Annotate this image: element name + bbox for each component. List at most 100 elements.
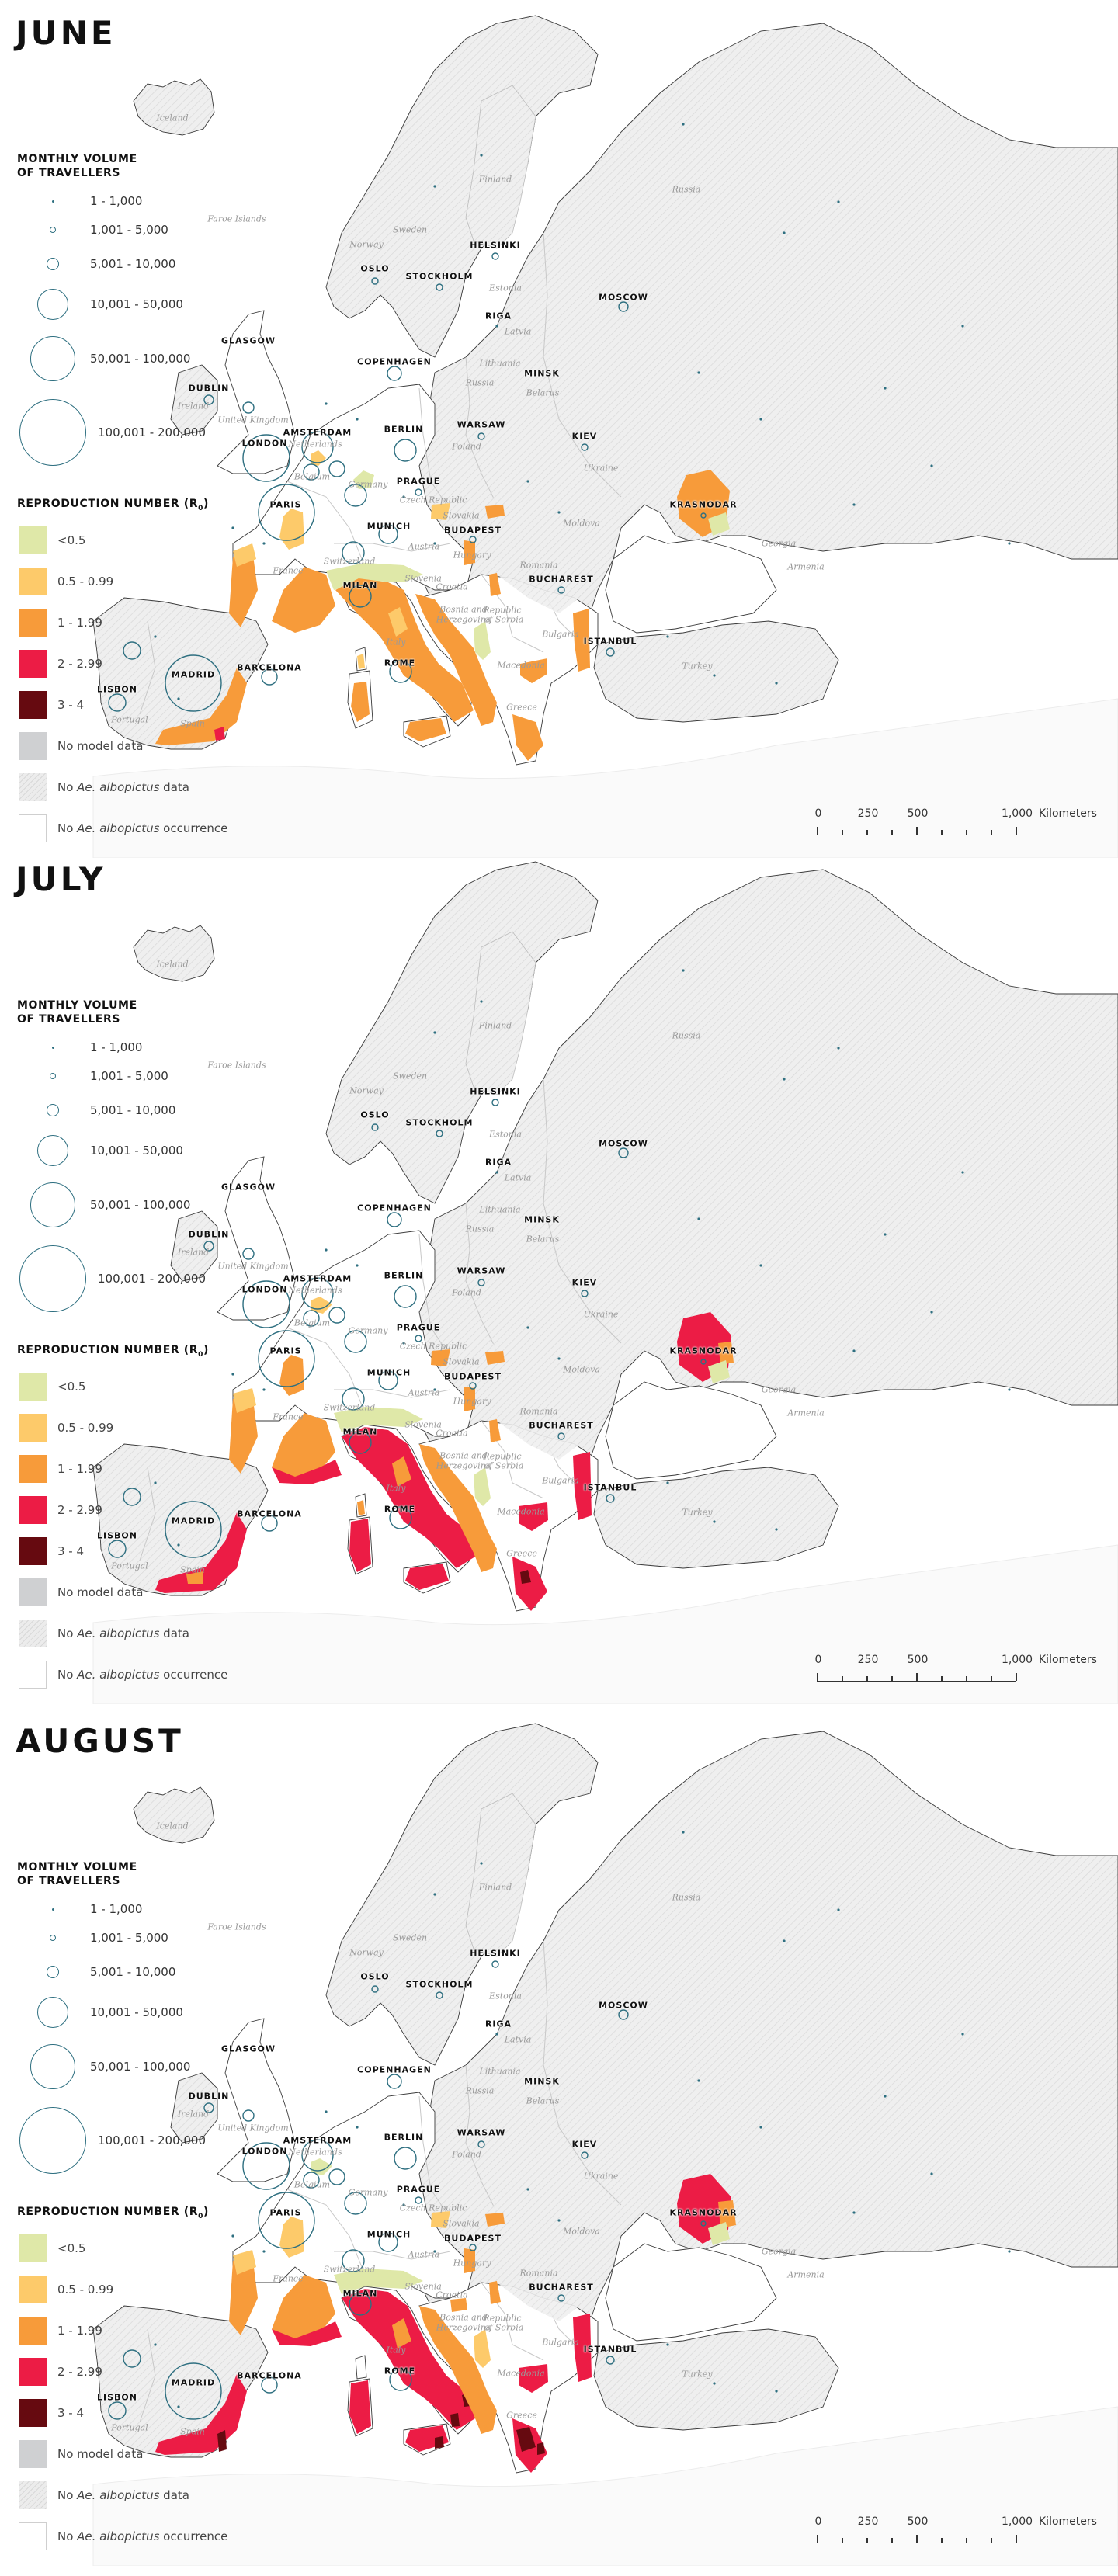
r0-area [280, 509, 304, 550]
city-label: LISBON [97, 684, 137, 695]
r0-title-text: REPRODUCTION NUMBER (R [17, 1344, 199, 1356]
r0-area [464, 540, 475, 565]
r0-area [272, 1460, 342, 1484]
traveller-volume-circle [258, 2192, 315, 2249]
traveller-volume-circle [108, 1540, 127, 1558]
traveller-volume-circle [371, 1985, 379, 1993]
city-label: OSLO [360, 1971, 390, 1982]
scale-bar-line [817, 1673, 1017, 1682]
r0-swatch [19, 2276, 47, 2303]
country-label: Bulgaria [542, 629, 579, 640]
r0-legend-label: No model data [57, 2447, 144, 2461]
city-label: MOSCOW [599, 1138, 648, 1149]
north-africa-landmass [92, 2406, 1118, 2566]
traveller-volume-circle [387, 1212, 402, 1227]
city-label: BERLIN [384, 1270, 424, 1281]
r0-legend-label: No Ae. albopictus data [57, 780, 189, 794]
r0-area [708, 2222, 730, 2245]
volume-legend-label: 50,001 - 100,000 [90, 2060, 191, 2074]
country-label: Macedonia [497, 660, 545, 671]
country-label: Netherlands [288, 439, 342, 450]
traveller-volume-circle [261, 2376, 278, 2394]
r0-area [718, 2200, 736, 2228]
country-label: Ireland [177, 1247, 210, 1258]
traveller-volume-circle [378, 1370, 398, 1390]
traveller-volume-circle [165, 1501, 222, 1558]
traveller-volume-circle [394, 1285, 417, 1308]
volume-legend-label: 5,001 - 10,000 [90, 1965, 176, 1979]
empty-swatch [19, 814, 47, 842]
r0-area [233, 1388, 256, 1413]
country-label: Switzerland [323, 1402, 376, 1413]
r0-area [392, 2318, 411, 2349]
hatched-swatch [19, 1620, 47, 1647]
r0-title-close: ) [203, 1344, 209, 1356]
country-label: Sweden [392, 224, 428, 235]
city-label: LISBON [97, 2392, 137, 2403]
country-label: Belarus [526, 2095, 560, 2106]
country-label: United Kingdom [217, 2123, 289, 2133]
volume-legend-title: MONTHLY VOLUME OF TRAVELLERS [17, 152, 137, 180]
city-label: WARSAW [457, 2127, 506, 2138]
city-label: PARIS [269, 2207, 302, 2218]
r0-title-subscript: 0 [198, 2212, 203, 2220]
traveller-volume-circle [469, 2244, 477, 2251]
country-label: Ukraine [583, 1309, 619, 1320]
r0-legend-label: 2 - 2.99 [57, 1503, 102, 1517]
city-label: DUBLIN [188, 1229, 230, 1240]
traveller-volume-circle [349, 1431, 372, 1454]
country-label: United Kingdom [217, 415, 289, 425]
r0-area [573, 1452, 592, 1520]
traveller-volume-circle [328, 2168, 345, 2185]
city-label: MADRID [171, 669, 216, 680]
volume-legend-label: 100,001 - 200,000 [98, 425, 207, 439]
r0-area [718, 1342, 734, 1365]
r0-swatch [19, 1455, 47, 1483]
country-label: Moldova [563, 2226, 600, 2237]
country-label: Slovakia [443, 510, 480, 521]
r0-area [357, 1500, 365, 1515]
country-label: Russia [465, 377, 495, 388]
country-label: Czech Republic [399, 495, 467, 505]
traveller-volume-circle [606, 2356, 615, 2365]
country-label: Russia [465, 1224, 495, 1234]
country-label: Slovenia [404, 1419, 442, 1430]
country-label: Norway [349, 1947, 384, 1958]
north-africa-landmass [92, 1544, 1118, 1704]
scale-unit-label: Kilometers [1039, 1654, 1097, 1666]
city-label: MILAN [342, 2288, 378, 2299]
traveller-volume-circle [700, 1359, 707, 1365]
city-label: LONDON [241, 1284, 288, 1295]
finland-landmass [465, 931, 536, 1095]
r0-swatch [19, 2317, 47, 2345]
country-label: Ukraine [583, 463, 619, 474]
city-label: ROME [384, 2366, 416, 2376]
traveller-volume-circles [108, 1960, 707, 2420]
traveller-volume-circle [469, 536, 477, 543]
country-label: Czech Republic [399, 2203, 467, 2213]
country-label: Macedonia [497, 1506, 545, 1517]
country-label: Slovakia [443, 2218, 480, 2229]
country-label: Slovenia [404, 573, 442, 584]
city-label: OSLO [360, 263, 390, 274]
traveller-volume-circle [491, 1099, 499, 1106]
volume-legend-label: 1 - 1,000 [90, 1902, 143, 1916]
city-label: BARCELONA [237, 1508, 302, 1519]
r0-area [519, 2364, 548, 2393]
city-label: MUNICH [366, 1367, 411, 1378]
country-label: Spain [180, 1564, 205, 1575]
country-label: Germany [348, 2187, 388, 2198]
europe-map [92, 1723, 1118, 2566]
volume-circle-icon [30, 2044, 75, 2089]
scale-bar: 0 250 500 1,000 Kilometers [815, 2515, 1097, 2554]
city-label: ROME [384, 1504, 416, 1515]
traveller-volume-circle [242, 434, 290, 482]
traveller-volume-circle [242, 2142, 290, 2190]
city-label: PRAGUE [396, 1322, 441, 1333]
traveller-volume-circle [303, 463, 320, 481]
country-label: Lithuania [479, 2066, 521, 2077]
traveller-volume-circle [349, 2293, 372, 2316]
volume-legend-label: 1,001 - 5,000 [90, 1069, 168, 1083]
r0-area [431, 2211, 450, 2228]
country-label: Armenia [787, 561, 825, 572]
